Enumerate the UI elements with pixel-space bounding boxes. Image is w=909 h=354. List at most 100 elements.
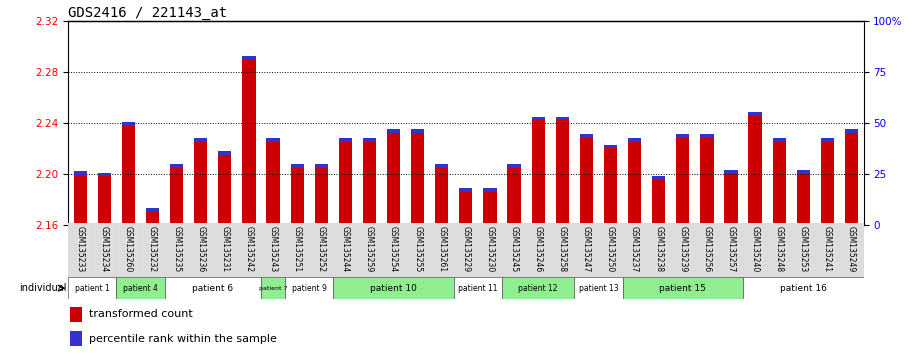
Bar — [387, 129, 400, 133]
Text: patient 16: patient 16 — [780, 284, 826, 293]
Bar — [748, 112, 762, 115]
Text: individual: individual — [19, 283, 67, 293]
Bar — [459, 192, 473, 225]
Bar — [676, 138, 689, 225]
Text: transformed count: transformed count — [89, 309, 193, 320]
Bar — [796, 170, 810, 174]
Bar — [580, 138, 593, 225]
Text: patient 13: patient 13 — [579, 284, 618, 293]
Bar — [526, 223, 550, 278]
Bar — [719, 223, 743, 278]
Text: patient 9: patient 9 — [292, 284, 326, 293]
Bar — [315, 167, 328, 225]
Text: GSM135241: GSM135241 — [823, 226, 832, 272]
Bar — [671, 223, 694, 278]
Bar — [237, 223, 261, 278]
Bar — [261, 223, 285, 278]
Bar — [700, 135, 714, 138]
Bar — [430, 223, 454, 278]
Text: GSM135240: GSM135240 — [751, 226, 760, 272]
Bar — [93, 223, 116, 278]
Bar — [218, 151, 232, 155]
Text: GSM135239: GSM135239 — [678, 226, 687, 272]
Bar — [357, 223, 382, 278]
Text: GSM135248: GSM135248 — [774, 226, 784, 272]
Bar — [604, 148, 617, 225]
Bar — [291, 167, 304, 225]
Bar — [266, 138, 280, 142]
Text: GSM135234: GSM135234 — [100, 226, 109, 272]
Bar — [532, 120, 544, 225]
Bar — [97, 176, 111, 225]
Bar — [74, 175, 87, 225]
Text: GSM135254: GSM135254 — [389, 226, 398, 272]
Bar — [700, 138, 714, 225]
Text: GSM135245: GSM135245 — [510, 226, 518, 272]
Text: GSM135246: GSM135246 — [534, 226, 543, 272]
Text: patient 11: patient 11 — [458, 284, 497, 293]
Bar — [598, 223, 623, 278]
Text: GSM135257: GSM135257 — [726, 226, 735, 272]
Bar — [555, 120, 569, 225]
Bar — [74, 171, 87, 175]
Bar — [839, 223, 864, 278]
Bar — [646, 223, 671, 278]
Text: GSM135230: GSM135230 — [485, 226, 494, 272]
Text: GSM135259: GSM135259 — [365, 226, 374, 272]
Bar — [652, 176, 665, 180]
Text: GSM135256: GSM135256 — [703, 226, 712, 272]
Bar — [724, 174, 737, 225]
Text: patient 6: patient 6 — [192, 284, 234, 293]
Bar — [748, 115, 762, 225]
Bar — [454, 277, 502, 299]
Bar — [189, 223, 213, 278]
Text: patient 15: patient 15 — [659, 284, 706, 293]
Bar — [454, 223, 478, 278]
Bar — [285, 223, 309, 278]
Bar — [291, 164, 304, 167]
Bar — [116, 277, 165, 299]
Bar — [796, 174, 810, 225]
Bar — [116, 223, 141, 278]
Bar — [70, 307, 83, 322]
Bar — [652, 180, 665, 225]
Bar — [170, 164, 184, 167]
Bar — [484, 192, 496, 225]
Bar — [334, 223, 357, 278]
Text: GSM135229: GSM135229 — [462, 226, 470, 272]
Text: GSM135232: GSM135232 — [148, 226, 157, 272]
Bar — [435, 164, 448, 167]
Bar — [628, 138, 641, 142]
Bar — [507, 164, 521, 167]
Bar — [574, 277, 623, 299]
Text: GSM135253: GSM135253 — [799, 226, 808, 272]
Bar — [767, 223, 791, 278]
Text: GSM135237: GSM135237 — [630, 226, 639, 272]
Text: GSM135250: GSM135250 — [606, 226, 615, 272]
Bar — [382, 223, 405, 278]
Bar — [478, 223, 502, 278]
Bar — [623, 223, 646, 278]
Bar — [555, 117, 569, 120]
Text: GSM135252: GSM135252 — [316, 226, 325, 272]
Text: GSM135235: GSM135235 — [172, 226, 181, 272]
Bar — [165, 223, 189, 278]
Bar — [628, 142, 641, 225]
Bar — [502, 223, 526, 278]
Bar — [339, 138, 352, 142]
Bar — [411, 133, 425, 225]
Bar — [773, 142, 785, 225]
Bar — [170, 167, 184, 225]
Bar — [435, 167, 448, 225]
Bar — [502, 277, 574, 299]
Text: GSM135238: GSM135238 — [654, 226, 664, 272]
Bar — [261, 277, 285, 299]
Bar — [68, 223, 93, 278]
Text: GSM135236: GSM135236 — [196, 226, 205, 272]
Bar — [243, 56, 255, 59]
Bar — [363, 138, 376, 142]
Text: GSM135243: GSM135243 — [268, 226, 277, 272]
Bar — [243, 59, 255, 225]
Bar — [195, 138, 207, 142]
Text: GSM135247: GSM135247 — [582, 226, 591, 272]
